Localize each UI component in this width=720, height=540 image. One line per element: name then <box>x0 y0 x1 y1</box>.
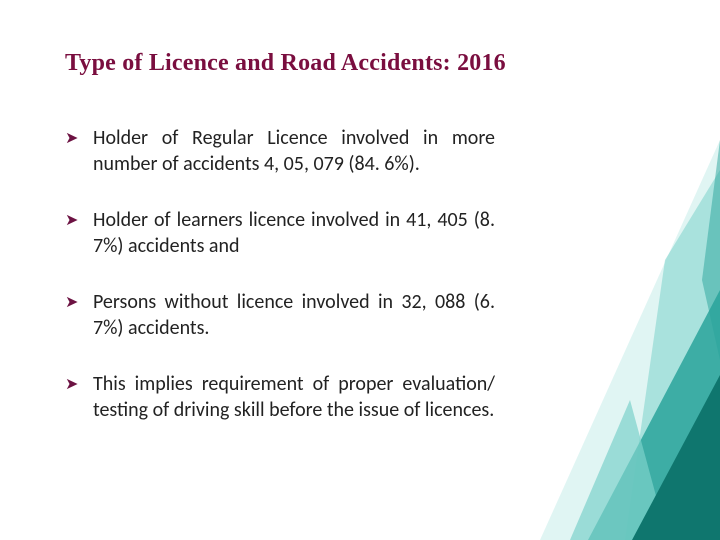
decorative-triangles-icon <box>460 140 720 540</box>
list-item: ➤ Holder of Regular Licence involved in … <box>65 125 495 177</box>
bullet-text: This implies requirement of proper evalu… <box>93 371 495 423</box>
slide: Type of Licence and Road Accidents: 2016… <box>0 0 720 540</box>
list-item: ➤ Holder of learners licence involved in… <box>65 207 495 259</box>
bullet-text: Persons without licence involved in 32, … <box>93 289 495 341</box>
bullet-text: Holder of learners licence involved in 4… <box>93 207 495 259</box>
bullet-text: Holder of Regular Licence involved in mo… <box>93 125 495 177</box>
chevron-right-icon: ➤ <box>65 207 93 234</box>
chevron-right-icon: ➤ <box>65 371 93 398</box>
bullet-list: ➤ Holder of Regular Licence involved in … <box>65 125 495 423</box>
list-item: ➤ This implies requirement of proper eva… <box>65 371 495 423</box>
chevron-right-icon: ➤ <box>65 125 93 152</box>
chevron-right-icon: ➤ <box>65 289 93 316</box>
slide-title: Type of Licence and Road Accidents: 2016 <box>65 50 650 77</box>
list-item: ➤ Persons without licence involved in 32… <box>65 289 495 341</box>
